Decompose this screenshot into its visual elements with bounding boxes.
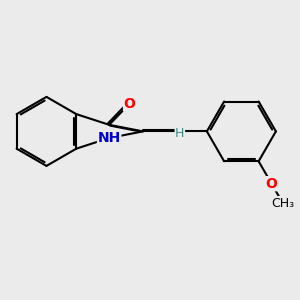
- Text: NH: NH: [98, 131, 121, 145]
- Text: O: O: [266, 177, 278, 191]
- Text: O: O: [124, 97, 136, 111]
- Text: CH₃: CH₃: [271, 196, 294, 210]
- Text: H: H: [175, 127, 184, 140]
